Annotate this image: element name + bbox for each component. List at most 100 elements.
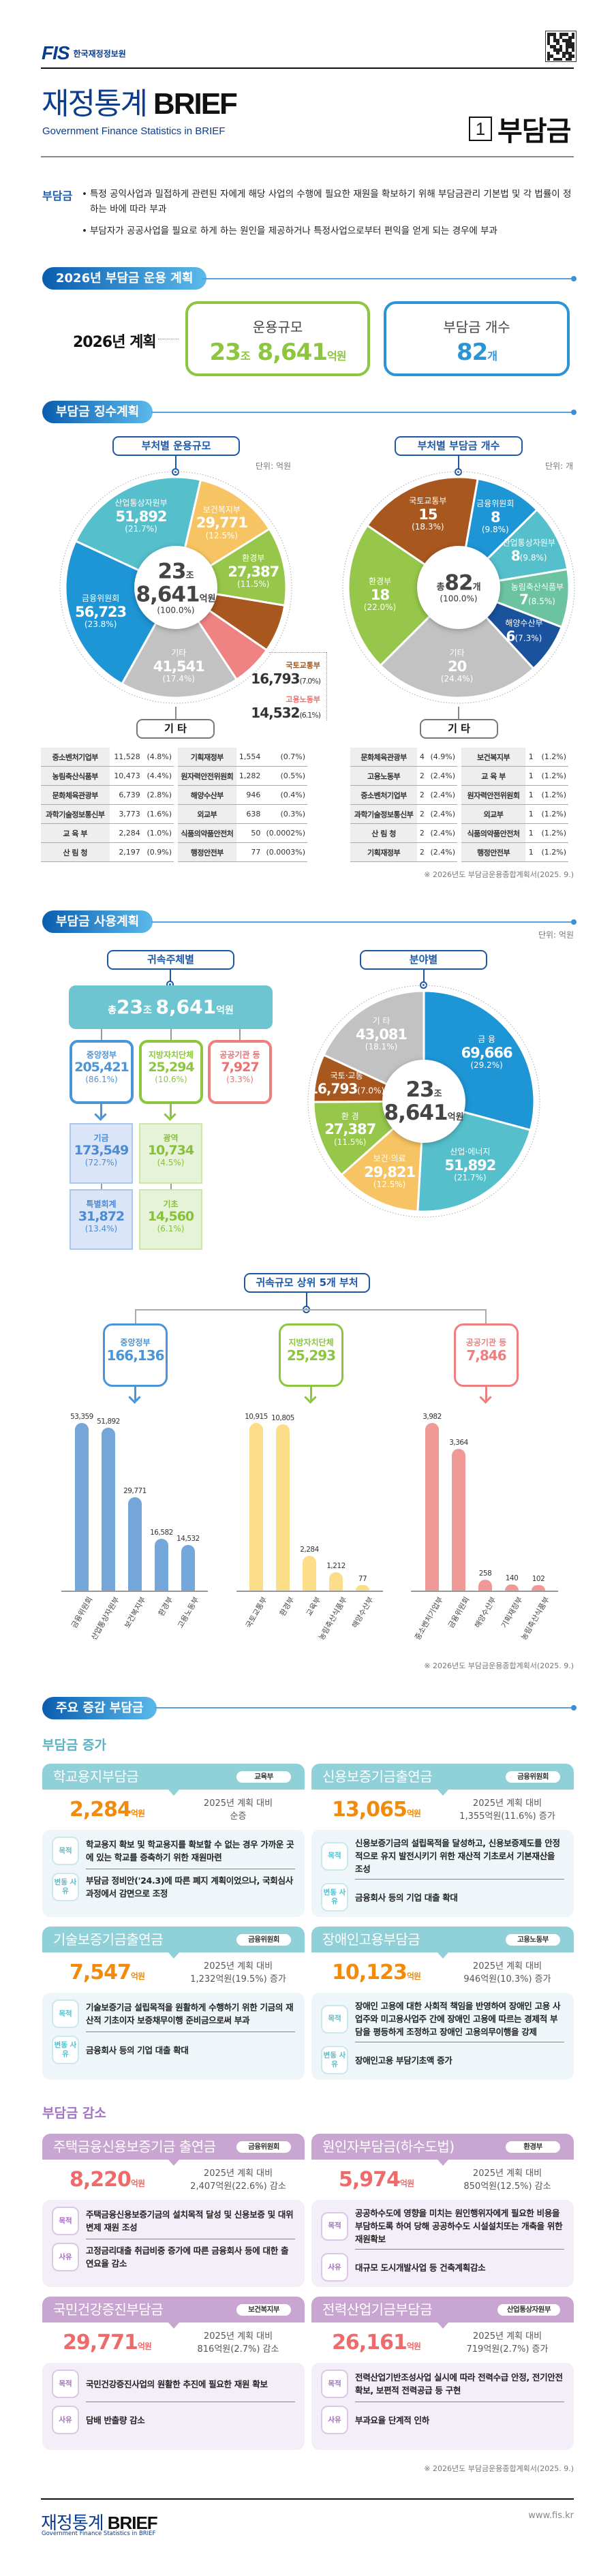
qr-cell [562,55,566,58]
qr-cell [565,33,569,36]
definition-label: 부담금 [42,189,73,202]
slice-label: 금융위원회 56,723 (23.8%) [75,593,127,630]
amount-value: 7,547 [70,1961,132,1984]
reason-text: 금융회사 등의 기업 대출 확대 [355,1892,458,1903]
slice-name: 산업통상자원부 [502,538,555,548]
bar-value-label: 140 [505,1574,519,1583]
comparison-line: 2025년 계획 대비 [203,2168,273,2179]
center-minor: 8,641 [136,582,200,607]
ministry-name: 교 육 부 [461,766,526,786]
purpose-text: 신용보증기금의 설립목적을 달성하고, 신용보증제도를 안정적으로 유지 발전시… [355,1838,560,1874]
pointer-notch [438,1952,448,1959]
sub-value: 14,560 [147,1208,194,1224]
ministry-pct: (2.4%) [426,804,457,824]
ministry-badge: 환경부 [504,2140,562,2154]
bar-value-label: 29,771 [123,1486,147,1495]
ministry-badge: 고용노동부 [504,1933,562,1947]
slice-value: 27,387 [324,1121,376,1138]
comparison-line: 2,407억원(22.6%) 감소 [190,2181,286,2192]
entity-name: 공공기관 등 [219,1050,260,1060]
slice-value: 20 [447,658,467,675]
ministry-value: 1 [525,785,536,805]
card-comparison: 2025년 계획 대비 2,407억원(22.6%) 감소 [172,2167,305,2193]
footer-rule [41,2498,574,2500]
table-row: 식품의약품안전처 50 (0.0002%) [178,823,307,843]
qr-cell [559,51,563,55]
qr-cell [556,57,559,61]
card-comparison: 2025년 계획 대비 816억원(2.7%) 감소 [172,2330,305,2356]
purpose-text: 국민건강증진사업의 원활한 추진에 필요한 재원 확보 [86,2378,268,2389]
card-amount-row: 5,974억원 2025년 계획 대비 850억원(12.5%) 감소 [311,2160,574,2200]
ministry-value: 638 [236,804,263,824]
card-amount-row: 13,065억원 2025년 계획 대비 1,355억원(11.6%) 증가 [311,1790,574,1830]
section-line [202,276,577,281]
bar-category-label: 금융위원회 [70,1595,95,1630]
card-amount-row: 10,123억원 2025년 계획 대비 946억원(10.3%) 증가 [311,1952,574,1993]
amount-unit: 억원 [399,2179,414,2188]
sub-name: 특별회계 [86,1199,117,1209]
qr-cell [568,42,572,46]
bar [102,1427,115,1591]
card-purpose-row: 목적 학교용지 확보 및 학교용지를 확보할 수 없는 경우 가까운 곳에 있는 … [52,1837,295,1865]
center-total: 23조 8,641억원 (100.0%) [136,559,216,615]
qr-cell [565,57,569,61]
comparison-line: 816억원(2.7%) 감소 [197,2344,279,2355]
card-header: 기술보증기금출연금 금융위원회 [42,1927,305,1952]
slice-name: 농림축산식품부 [510,582,564,592]
slice-name: 금융위원회 [476,499,515,509]
qr-cell [547,39,551,42]
qr-cell [562,48,566,52]
card-amount: 2,284억원 [42,1798,172,1822]
topic-title: 부담금 [497,116,571,147]
bar-category-label: 중소벤처기업부 [413,1595,445,1642]
entity-name: 중앙정부 [86,1050,117,1060]
slice-pct: (18.1%) [365,1042,398,1052]
center-unit: 개 [472,582,481,593]
reason-text: 담배 반출량 감소 [86,2414,145,2425]
org-name: 한국재정정보원 [73,48,126,59]
connector [423,970,425,983]
ministry-badge: 금융위원회 [235,2140,292,2154]
center-major: 23 [157,559,186,584]
group-box: 중앙정부 166,136 [103,1323,168,1387]
reason-text: 장애인고용 부담기초액 증가 [355,2055,452,2066]
website-link[interactable]: www.fis.kr [528,2511,574,2521]
arrow-down-icon [100,1104,102,1118]
connector [175,707,176,719]
qr-cell [556,39,559,42]
slice-value: 43,081 [356,1026,408,1043]
card-body: 목적 기술보증기금 설립목적을 원활하게 수행하기 위한 기금의 재산적 기초이자… [42,1993,305,2080]
qr-code[interactable] [545,31,577,62]
table-row: 산 림 청 2,197 (0.9%) [41,842,174,862]
topic-number: 1 [469,117,492,141]
card-title: 주택금융신용보증기금 출연금 [53,2138,216,2155]
ministry-value: 3,773 [109,804,142,824]
sub-name: 기초 [163,1199,179,1209]
purpose-tag: 목적 [52,2370,79,2398]
slice-pct: (9.8%) [519,553,547,563]
count-chart-title: 부처별 부담금 개수 [395,436,523,456]
reason-tag: 사유 [52,2406,79,2434]
card-amount-row: 8,220억원 2025년 계획 대비 2,407억원(22.6%) 감소 [42,2160,305,2200]
page-subtitle: Government Finance Statistics in BRIEF [42,125,226,137]
card-header: 학교용지부담금 교육부 [42,1764,305,1790]
plan-count-box: 부담금 개수 82개 [384,301,570,376]
slice-pct: (12.5%) [373,1180,406,1190]
sub-fund: 기금 173,549 (72.7%) [70,1123,133,1184]
plan-scale-label: 운용규모 [252,319,303,335]
qr-cell [550,45,553,48]
ministry-name: 행정안전부 [178,842,236,862]
decrease-title: 부담금 감소 [42,2106,107,2121]
qr-cell [553,51,557,55]
card-purpose-row: 목적 국민건강증진사업의 원활한 추진에 필요한 재원 확보 [52,2370,295,2398]
ministry-name: 해양수산부 [178,785,236,805]
card-reason-row: 변동 사유 부담금 정비안('24.3)에 따른 폐지 계획이었으나, 국회심사 … [52,1873,295,1901]
table-row: 기획재정부 1,554 (0.7%) [178,747,307,767]
bar [181,1545,195,1591]
change-card: 학교용지부담금 교육부 2,284억원 2025년 계획 대비 순증 목적 학교용지 확보 … [42,1764,305,1917]
qr-cell [550,33,553,36]
ministry-value: 6,739 [109,785,142,805]
slice-name: 금융위원회 [82,593,120,603]
qr-cell [562,51,566,55]
qr-cell [568,45,572,48]
